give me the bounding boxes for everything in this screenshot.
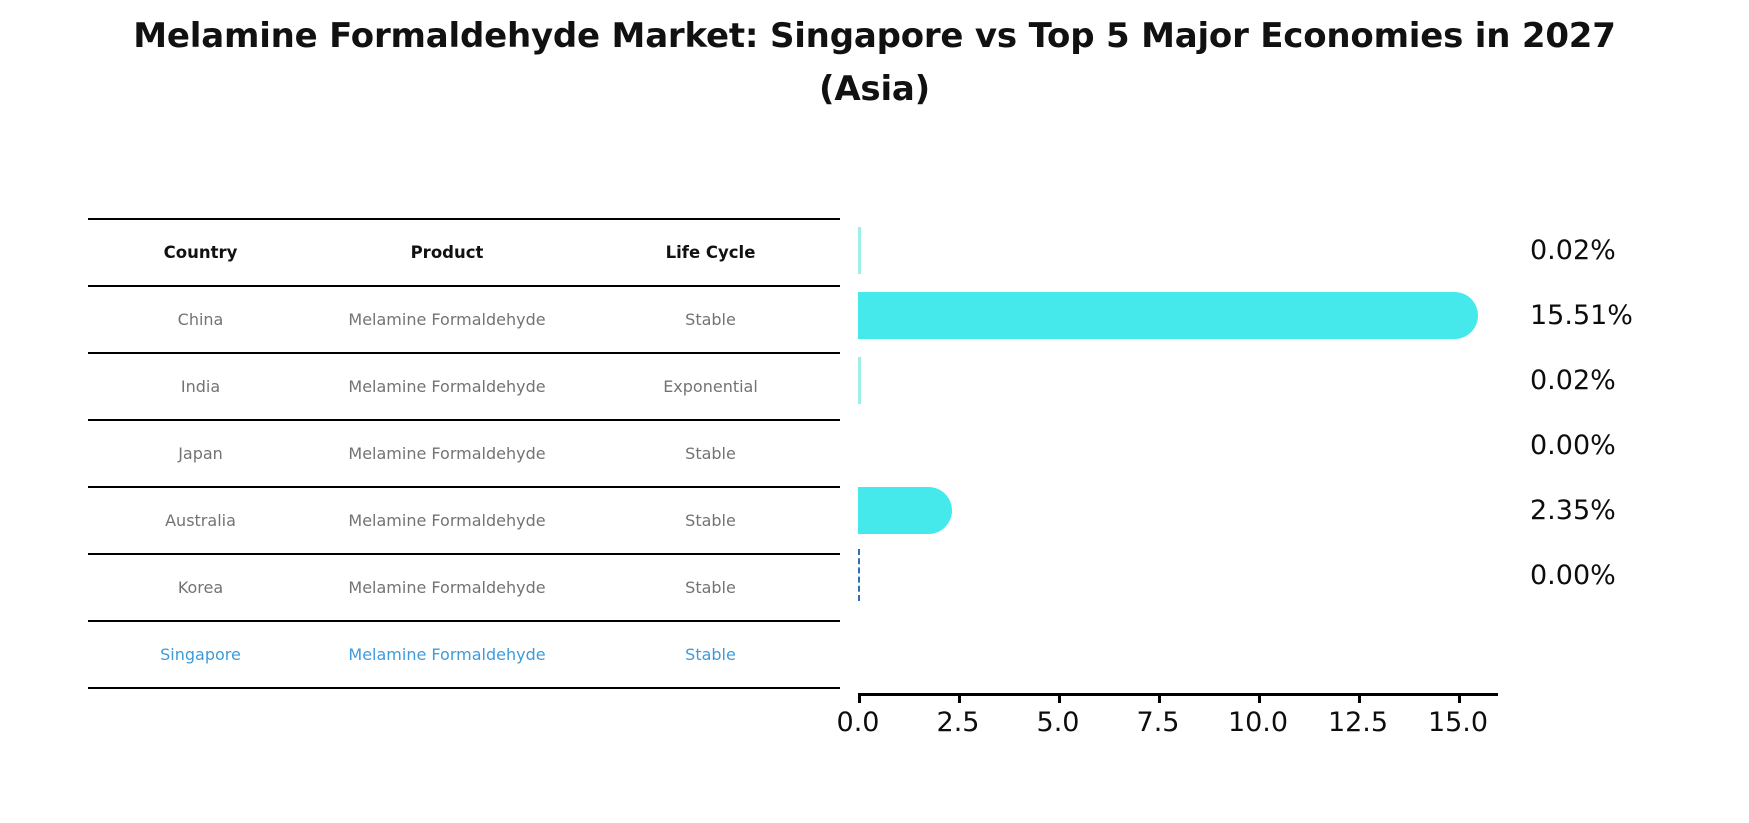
- table-rule-top: [88, 218, 840, 220]
- bar-track: [858, 478, 1498, 543]
- bar-track: [858, 413, 1498, 478]
- country-table: Country Product Life Cycle China Melamin…: [88, 218, 840, 689]
- x-axis-tick: [1058, 693, 1061, 703]
- cell-product: Melamine Formaldehyde: [348, 444, 546, 463]
- cell-life-cycle: Stable: [685, 444, 736, 463]
- bar-chart: 0.02% 15.51% 0.02% 0.00% 2.35% 0.00%: [858, 218, 1633, 693]
- plot-area: 0.02% 15.51% 0.02% 0.00% 2.35% 0.00%: [858, 218, 1633, 693]
- table-rule-bottom: [88, 687, 840, 689]
- column-header-country: Country: [163, 243, 238, 262]
- page-title: Melamine Formaldehyde Market: Singapore …: [0, 10, 1749, 115]
- bar-china[interactable]: [858, 227, 861, 274]
- x-axis-tick-label: 2.5: [936, 707, 980, 738]
- bar-value-label: 0.00%: [1530, 430, 1616, 461]
- x-axis-tick: [1158, 693, 1161, 703]
- bar-track: [858, 543, 1498, 608]
- bar-value-label: 0.02%: [1530, 235, 1616, 266]
- x-axis-tick-label: 0.0: [836, 707, 880, 738]
- table-rule: [88, 620, 840, 622]
- cell-product: Melamine Formaldehyde: [348, 377, 546, 396]
- column-header-product: Product: [410, 243, 484, 262]
- column-header-life-cycle: Life Cycle: [665, 243, 756, 262]
- table-row[interactable]: China Melamine Formaldehyde Stable: [88, 287, 840, 352]
- table-rule: [88, 553, 840, 555]
- table-row[interactable]: Japan Melamine Formaldehyde Stable: [88, 421, 840, 486]
- cell-life-cycle: Exponential: [663, 377, 758, 396]
- x-axis-tick: [958, 693, 961, 703]
- table-row-highlighted[interactable]: Singapore Melamine Formaldehyde Stable: [88, 622, 840, 687]
- title-line-1: Melamine Formaldehyde Market: Singapore …: [133, 16, 1616, 56]
- x-axis-tick-label: 15.0: [1427, 707, 1489, 738]
- cell-product: Melamine Formaldehyde: [348, 511, 546, 530]
- bar-value-label: 0.02%: [1530, 365, 1616, 396]
- bar-value-label: 15.51%: [1530, 300, 1633, 331]
- highlight-marker-line: [858, 549, 860, 601]
- x-axis-tick: [1258, 693, 1261, 703]
- cell-country: India: [180, 377, 221, 396]
- bar-track: [858, 348, 1498, 413]
- cell-country: Korea: [177, 578, 224, 597]
- table-rule: [88, 419, 840, 421]
- cell-life-cycle: Stable: [685, 310, 736, 329]
- cell-life-cycle: Stable: [685, 578, 736, 597]
- x-axis-tick-label: 10.0: [1227, 707, 1289, 738]
- x-axis-tick-label: 5.0: [1036, 707, 1080, 738]
- title-line-2: (Asia): [818, 68, 931, 109]
- bar-value-label: 0.00%: [1530, 560, 1616, 591]
- cell-product: Melamine Formaldehyde: [348, 310, 546, 329]
- cell-life-cycle: Stable: [685, 645, 736, 664]
- x-axis-tick: [1358, 693, 1361, 703]
- x-axis-tick-label: 7.5: [1136, 707, 1180, 738]
- x-axis-line: [858, 693, 1498, 696]
- cell-country: Japan: [178, 444, 223, 463]
- x-axis-tick: [858, 693, 861, 703]
- table-rule: [88, 352, 840, 354]
- bar-japan[interactable]: [858, 357, 861, 404]
- table-row[interactable]: Korea Melamine Formaldehyde Stable: [88, 555, 840, 620]
- table-rule-header-bottom: [88, 285, 840, 287]
- bar-india[interactable]: [858, 292, 1479, 339]
- x-axis-tick: [1458, 693, 1461, 703]
- x-axis-tick-label: 12.5: [1327, 707, 1389, 738]
- bar-value-label: 2.35%: [1530, 495, 1616, 526]
- bar-track: [858, 218, 1498, 283]
- bar-korea[interactable]: [858, 487, 952, 534]
- cell-product: Melamine Formaldehyde: [348, 578, 546, 597]
- bar-track: [858, 283, 1498, 348]
- x-axis: 0.0 2.5 5.0 7.5 10.0 12.5 15.0: [837, 693, 1498, 753]
- cell-life-cycle: Stable: [685, 511, 736, 530]
- table-header-row: Country Product Life Cycle: [88, 220, 840, 285]
- cell-product: Melamine Formaldehyde: [348, 645, 546, 664]
- cell-country: Australia: [165, 511, 236, 530]
- table-row[interactable]: Australia Melamine Formaldehyde Stable: [88, 488, 840, 553]
- table-rule: [88, 486, 840, 488]
- cell-country: Singapore: [160, 645, 241, 664]
- table-row[interactable]: India Melamine Formaldehyde Exponential: [88, 354, 840, 419]
- cell-country: China: [177, 310, 224, 329]
